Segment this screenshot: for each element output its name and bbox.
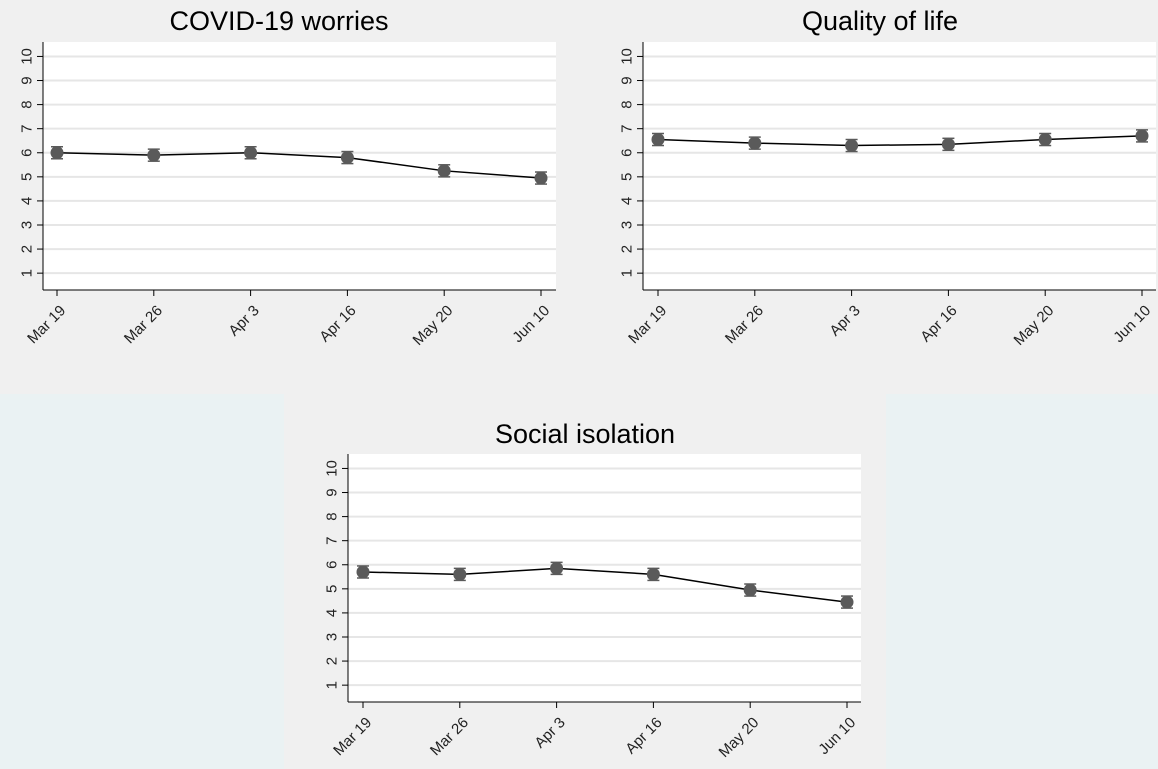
chart-2-plot-area <box>643 42 1156 290</box>
chart-2-series-line <box>657 135 1143 147</box>
chart-3-ytick-label-6: 6 <box>324 561 341 569</box>
chart-1-ytick-label-4: 4 <box>19 197 36 205</box>
chart-1-xtick-label-3: Apr 16 <box>316 302 359 345</box>
chart-1-ytick-label-9: 9 <box>19 76 36 84</box>
chart-2-xtick-label-5: Jun 10 <box>1110 302 1154 346</box>
chart-1-ytick-label-8: 8 <box>19 100 36 108</box>
chart-2-ytick-label-3: 3 <box>619 221 636 229</box>
chart-1-ytick-label-6: 6 <box>19 149 36 157</box>
chart-3-point-1 <box>453 567 467 581</box>
chart-3-title: Social isolation <box>495 419 675 449</box>
chart-1-plot-area <box>43 42 556 290</box>
chart-1-point-4 <box>437 164 451 178</box>
chart-2-point-2 <box>845 139 859 153</box>
chart-2-ytick-label-4: 4 <box>619 197 636 205</box>
chart-2-point-0 <box>651 133 665 147</box>
chart-3-xtick-label-3: Apr 16 <box>622 714 665 757</box>
chart-3-plot-area <box>348 454 861 702</box>
chart-3-ytick-label-5: 5 <box>324 585 341 593</box>
chart-3-xtick-label-0: Mar 19 <box>330 714 375 759</box>
chart-3-ytick-label-1: 1 <box>324 681 341 689</box>
chart-3-point-0 <box>356 565 370 579</box>
chart-3-point-2 <box>550 561 564 575</box>
chart-3-point-5 <box>840 595 854 609</box>
chart-1-xtick-label-0: Mar 19 <box>24 302 69 347</box>
chart-3-ytick-label-2: 2 <box>324 657 341 665</box>
chart-2-ytick-label-1: 1 <box>619 269 636 277</box>
chart-2-xtick-label-2: Apr 3 <box>826 302 863 339</box>
chart-2-title: Quality of life <box>802 6 958 36</box>
chart-2-point-5 <box>1135 129 1149 143</box>
chart-2-ytick-label-7: 7 <box>619 125 636 133</box>
chart-1-ytick-label-10: 10 <box>19 48 36 65</box>
chart-3-ytick-label-9: 9 <box>324 488 341 496</box>
chart-3-xtick-label-4: May 20 <box>716 714 763 761</box>
chart-2-point-1 <box>748 136 762 150</box>
chart-3-point-3 <box>646 567 660 581</box>
chart-1-xtick-label-2: Apr 3 <box>225 302 262 339</box>
chart-2-ytick-label-9: 9 <box>619 76 636 84</box>
chart-1-point-2 <box>244 146 258 160</box>
chart-2-ytick-label-10: 10 <box>619 48 636 65</box>
chart-3-series-line <box>362 567 848 603</box>
chart-2-ytick-label-6: 6 <box>619 149 636 157</box>
chart-2-xtick-label-0: Mar 19 <box>625 302 670 347</box>
chart-3-xtick-label-5: Jun 10 <box>815 714 859 758</box>
chart-1-xtick-label-4: May 20 <box>410 302 457 349</box>
chart-1-point-3 <box>340 151 354 165</box>
chart-quality-of-life: Quality of life 1 2 3 4 5 6 7 8 9 10 Mar 19 Mar 26 Ap… <box>619 6 1156 349</box>
chart-1-point-1 <box>147 148 161 162</box>
chart-3-point-4 <box>743 583 757 597</box>
chart-2-point-3 <box>941 137 955 151</box>
chart-1-point-0 <box>50 146 64 160</box>
chart-2-ytick-label-2: 2 <box>619 245 636 253</box>
chart-2-xtick-label-4: May 20 <box>1011 302 1058 349</box>
chart-2-ytick-label-8: 8 <box>619 100 636 108</box>
chart-3-ytick-label-10: 10 <box>324 460 341 477</box>
chart-2-xtick-label-1: Mar 26 <box>722 302 767 347</box>
chart-3-xtick-label-2: Apr 3 <box>531 714 568 751</box>
chart-1-ytick-label-7: 7 <box>19 125 36 133</box>
chart-social-isolation: Social isolation 1 2 3 4 5 6 7 8 9 10 Mar 19 Mar 26 A… <box>324 419 861 761</box>
chart-2-ytick-label-5: 5 <box>619 173 636 181</box>
chart-2-xtick-label-3: Apr 16 <box>917 302 960 345</box>
chart-3-ytick-label-3: 3 <box>324 633 341 641</box>
chart-1-ytick-label-3: 3 <box>19 221 36 229</box>
chart-1-ytick-label-1: 1 <box>19 269 36 277</box>
chart-1-ytick-label-2: 2 <box>19 245 36 253</box>
chart-1-xtick-label-5: Jun 10 <box>509 302 553 346</box>
chart-1-ytick-label-5: 5 <box>19 173 36 181</box>
chart-1-title: COVID-19 worries <box>169 6 388 36</box>
chart-covid-worries: COVID-19 worries 1 2 3 4 5 6 7 8 9 10 Mar 19 Mar 26 A… <box>19 6 556 349</box>
chart-1-xtick-label-1: Mar 26 <box>121 302 166 347</box>
chart-2-point-4 <box>1038 133 1052 147</box>
chart-3-ytick-label-4: 4 <box>324 609 341 617</box>
chart-3-ytick-label-7: 7 <box>324 537 341 545</box>
chart-3-ytick-label-8: 8 <box>324 512 341 520</box>
chart-1-series-line <box>56 152 542 179</box>
chart-3-xtick-label-1: Mar 26 <box>427 714 472 759</box>
chart-1-point-5 <box>534 171 548 185</box>
